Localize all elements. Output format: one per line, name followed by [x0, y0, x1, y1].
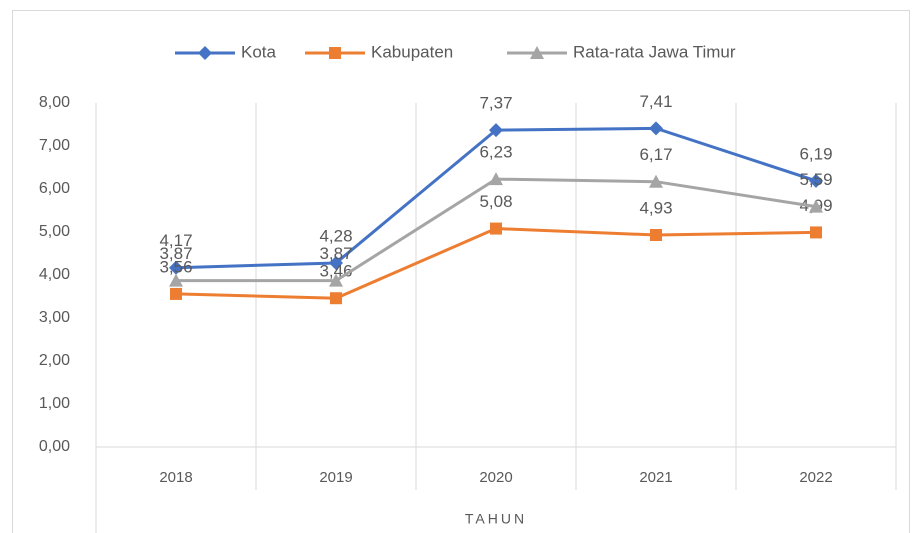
data-point [489, 172, 503, 186]
legend-marker [198, 46, 212, 60]
legend-label: Kabupaten [371, 42, 453, 61]
data-label: 3,56 [159, 257, 192, 276]
y-tick-label: 6,00 [39, 180, 70, 197]
legend-marker [530, 46, 544, 59]
data-label: 6,23 [479, 143, 512, 162]
data-point [809, 199, 823, 213]
data-label: 4,28 [319, 226, 352, 245]
data-point [489, 123, 503, 138]
data-point [169, 260, 183, 275]
data-point [170, 287, 182, 300]
x-tick-label: 2022 [799, 469, 832, 486]
data-label: 3,87 [319, 244, 352, 263]
data-point [650, 229, 662, 242]
data-label: 7,37 [479, 94, 512, 113]
data-label: 7,41 [639, 92, 672, 111]
x-tick-label: 2020 [479, 469, 512, 486]
y-tick-label: 3,00 [39, 309, 70, 326]
data-label: 6,17 [639, 145, 672, 164]
y-tick-label: 2,00 [39, 352, 70, 369]
data-point [810, 226, 822, 239]
data-label: 5,59 [799, 170, 832, 189]
data-label: 6,19 [799, 144, 832, 163]
data-label: 4,93 [639, 198, 672, 217]
legend-marker [329, 47, 341, 59]
x-tick-label: 2021 [639, 469, 672, 486]
data-point [329, 273, 343, 287]
y-tick-label: 7,00 [39, 137, 70, 154]
data-label: 4,17 [159, 231, 192, 250]
legend-label: Kota [241, 42, 277, 61]
data-label: 3,87 [159, 244, 192, 263]
y-tick-label: 8,00 [39, 94, 70, 111]
legend-label: Rata-rata Jawa Timur [573, 42, 736, 61]
y-tick-label: 5,00 [39, 223, 70, 240]
data-point [649, 174, 663, 188]
y-tick-label: 1,00 [39, 395, 70, 412]
data-point [169, 273, 183, 287]
x-axis-title: TAHUN [465, 511, 527, 527]
data-point [809, 173, 823, 188]
data-point [329, 255, 343, 270]
x-tick-label: 2019 [319, 469, 352, 486]
y-tick-label: 0,00 [39, 438, 70, 455]
x-tick-label: 2018 [159, 469, 192, 486]
data-point [649, 121, 663, 136]
data-point [490, 222, 502, 235]
data-label: 5,08 [479, 192, 512, 211]
data-point [330, 292, 342, 305]
chart-border [12, 10, 910, 533]
y-tick-label: 4,00 [39, 266, 70, 283]
